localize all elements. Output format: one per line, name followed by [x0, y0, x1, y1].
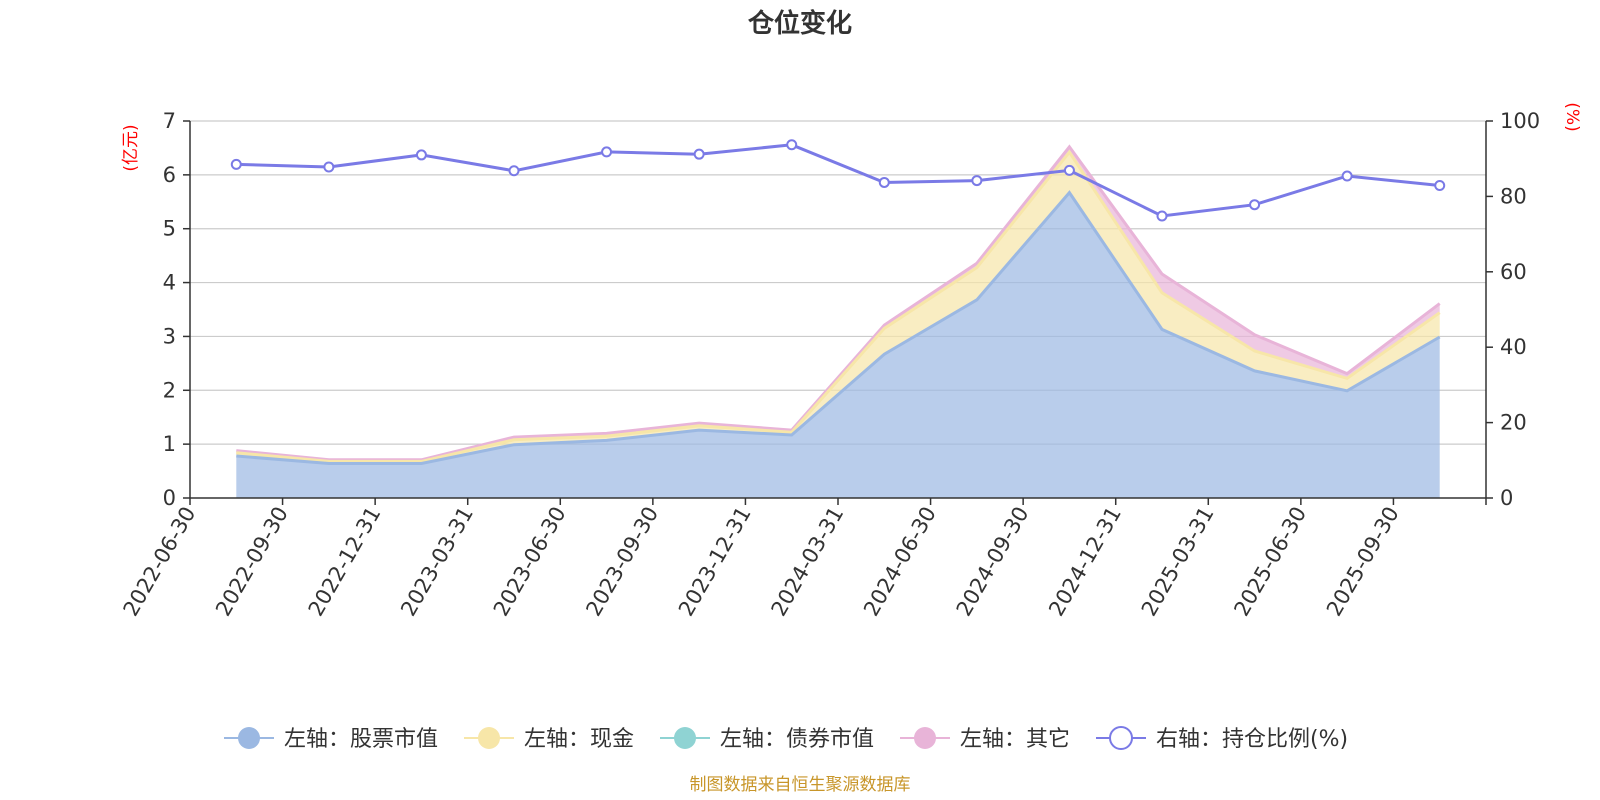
- ratio-point: [1063, 164, 1075, 176]
- x-tick-label: 2025-06-30: [1229, 503, 1311, 621]
- x-tick-label: 2024-12-31: [1044, 503, 1126, 621]
- legend-marker: [914, 727, 936, 749]
- x-tick-label: 2023-09-30: [581, 503, 663, 621]
- legend-item[interactable]: 左轴：债券市值: [660, 727, 874, 752]
- left-tick-label: 0: [163, 486, 176, 510]
- area-edge-1: [236, 149, 1441, 463]
- right-tick-label: 0: [1500, 486, 1513, 510]
- source-note: 制图数据来自恒生聚源数据库: [690, 775, 911, 795]
- legend-item[interactable]: 左轴：其它: [900, 727, 1070, 752]
- legend-label: 左轴：其它: [960, 727, 1070, 752]
- right-tick-label: 80: [1500, 184, 1527, 208]
- ratio-line: [230, 139, 1446, 222]
- legend-marker: [238, 727, 260, 749]
- x-tick-label: 2025-03-31: [1137, 503, 1219, 621]
- right-tick-label: 60: [1500, 260, 1527, 284]
- left-tick-label: 3: [163, 324, 176, 348]
- x-tick-label: 2024-06-30: [859, 503, 941, 621]
- x-tick-label: 2025-09-30: [1322, 503, 1404, 621]
- x-tick-label: 2023-12-31: [674, 503, 756, 621]
- legend-item[interactable]: 左轴：现金: [464, 727, 634, 752]
- ratio-point: [693, 148, 705, 160]
- ratio-point: [230, 158, 242, 170]
- chart-title: 仓位变化: [747, 8, 852, 39]
- legend-item[interactable]: 左轴：股票市值: [224, 727, 438, 752]
- ratio-point: [1249, 199, 1261, 211]
- left-tick-label: 5: [163, 217, 176, 241]
- x-tick-label: 2024-09-30: [952, 503, 1034, 621]
- ratio-line-path: [236, 143, 1440, 218]
- left-tick-label: 4: [163, 271, 176, 295]
- ratio-point: [786, 139, 798, 151]
- right-tick-label: 40: [1500, 335, 1527, 359]
- x-tick-label: 2023-03-31: [396, 503, 478, 621]
- right-axis-unit: (%): [1562, 102, 1582, 131]
- legend-label: 左轴：债券市值: [720, 727, 874, 752]
- legend-marker: [478, 727, 500, 749]
- ratio-point: [508, 165, 520, 177]
- x-tick-label: 2022-12-31: [304, 503, 386, 621]
- legend: 左轴：股票市值 左轴：现金 左轴：债券市值 左轴：其它 右轴：持仓比例(%): [224, 726, 1348, 752]
- ratio-point: [971, 175, 983, 187]
- left-tick-label: 7: [163, 109, 176, 133]
- legend-marker: [1109, 726, 1133, 750]
- ratio-point: [1434, 179, 1446, 191]
- ratio-point: [415, 149, 427, 161]
- left-tick-label: 2: [163, 378, 176, 402]
- legend-marker: [674, 727, 696, 749]
- x-tick-label: 2022-06-30: [119, 503, 201, 621]
- legend-label: 左轴：现金: [524, 727, 634, 752]
- stacked-areas: [236, 144, 1441, 498]
- legend-label: 右轴：持仓比例(%): [1156, 727, 1348, 752]
- x-tick-label: 2023-06-30: [489, 503, 571, 621]
- grid-lines: [190, 120, 1486, 445]
- ratio-point: [1341, 170, 1353, 182]
- left-tick-label: 1: [163, 432, 176, 456]
- left-axis-unit: (亿元): [121, 124, 141, 171]
- x-tick-label: 2022-09-30: [211, 503, 293, 621]
- right-tick-label: 100: [1500, 109, 1540, 133]
- area-3: [236, 146, 1440, 462]
- legend-item[interactable]: 右轴：持仓比例(%): [1096, 726, 1348, 752]
- area-0: [236, 192, 1440, 498]
- ratio-point: [601, 146, 613, 158]
- ratio-point: [878, 176, 890, 188]
- left-tick-label: 6: [163, 163, 176, 187]
- right-tick-label: 20: [1500, 411, 1527, 435]
- ratio-point: [1156, 210, 1168, 222]
- x-tick-label: 2024-03-31: [767, 503, 849, 621]
- legend-label: 左轴：股票市值: [284, 727, 438, 752]
- ratio-point: [323, 161, 335, 173]
- area-edge-3: [236, 144, 1441, 462]
- area-edge-0: [236, 190, 1441, 465]
